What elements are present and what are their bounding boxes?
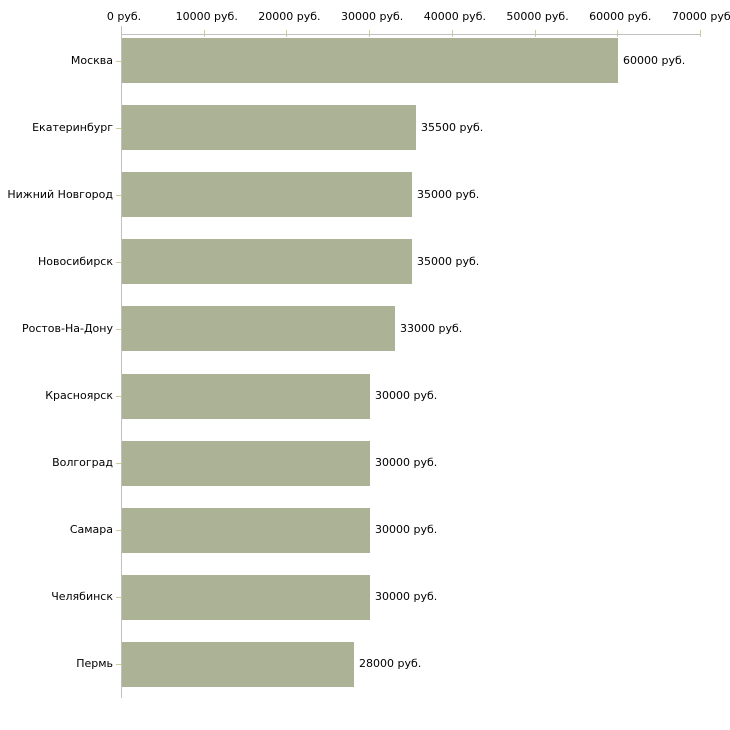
x-axis-tick-label: 10000 руб. — [175, 10, 238, 23]
value-label: 35000 руб. — [417, 187, 480, 201]
category-tick-mark — [116, 261, 121, 263]
bar-row: Красноярск 30000 руб. — [0, 370, 730, 437]
bar-row: Новосибирск 35000 руб. — [0, 235, 730, 302]
x-axis-tick-mark — [369, 30, 371, 37]
x-axis-tick-label: 40000 руб. — [423, 10, 486, 23]
x-axis-tick-mark — [203, 30, 205, 37]
value-label: 30000 руб. — [375, 456, 438, 470]
category-label: Новосибирск — [37, 254, 113, 268]
value-label: 60000 руб. — [623, 53, 686, 67]
value-label: 30000 руб. — [375, 389, 438, 402]
bar — [122, 507, 370, 553]
bar — [122, 574, 370, 620]
category-label: Екатеринбург — [32, 120, 113, 134]
category-tick-mark — [116, 194, 121, 196]
value-label: 35500 руб. — [421, 120, 484, 134]
category-tick-mark — [116, 396, 121, 397]
x-axis-tick-label: 70000 руб. — [671, 10, 730, 23]
category-label: Красноярск — [45, 389, 113, 402]
category-tick-mark — [116, 328, 121, 330]
category-label: Нижний Новгород — [7, 187, 113, 201]
category-tick-mark — [116, 463, 121, 465]
value-label: 35000 руб. — [417, 254, 480, 268]
bar — [122, 641, 354, 687]
category-tick-mark — [116, 530, 121, 532]
x-axis-tick-mark — [286, 30, 288, 37]
x-axis-tick-mark — [451, 30, 453, 37]
bar — [122, 105, 416, 151]
x-axis-tick-label: 50000 руб. — [506, 10, 569, 23]
value-label: 33000 руб. — [400, 321, 463, 335]
bar-row: Москва 60000 руб. — [0, 34, 730, 101]
bar — [122, 306, 395, 352]
x-axis-line — [121, 34, 701, 35]
x-axis-tick-mark — [617, 30, 619, 37]
category-tick-mark — [116, 60, 121, 62]
y-axis-line — [121, 34, 122, 698]
x-axis-zero-tick-mark — [121, 26, 122, 34]
bar — [122, 172, 412, 218]
category-label: Пермь — [76, 657, 113, 671]
x-axis-tick-label: 60000 руб. — [589, 10, 652, 23]
x-axis-tick-label: 0 руб. — [106, 10, 142, 23]
bar — [122, 239, 412, 285]
category-label: Челябинск — [51, 590, 113, 604]
bar — [122, 38, 618, 83]
value-label: 30000 руб. — [375, 523, 438, 537]
category-label: Москва — [70, 53, 113, 67]
x-axis-tick-mark — [700, 30, 701, 37]
x-axis-tick-label: 30000 руб. — [341, 10, 404, 23]
bar-row: Волгоград 30000 руб. — [0, 437, 730, 504]
bar — [122, 440, 370, 486]
bar-row: Пермь 28000 руб. — [0, 638, 730, 705]
bar-row: Челябинск 30000 руб. — [0, 571, 730, 638]
category-tick-mark — [116, 597, 121, 599]
category-label: Волгоград — [52, 456, 113, 470]
bar-row: Нижний Новгород 35000 руб. — [0, 168, 730, 235]
bar-row: Самара 30000 руб. — [0, 504, 730, 571]
value-label: 28000 руб. — [359, 657, 422, 671]
category-tick-mark — [116, 127, 121, 129]
x-axis-tick-label: 20000 руб. — [258, 10, 321, 23]
category-label: Ростов-На-Дону — [21, 321, 113, 335]
bar-row: Екатеринбург 35500 руб. — [0, 101, 730, 168]
bar — [122, 373, 370, 419]
bar-row: Ростов-На-Дону 33000 руб. — [0, 302, 730, 369]
category-label: Самара — [69, 523, 113, 537]
value-label: 30000 руб. — [375, 590, 438, 604]
category-tick-mark — [116, 664, 121, 666]
x-axis-tick-mark — [534, 30, 536, 37]
